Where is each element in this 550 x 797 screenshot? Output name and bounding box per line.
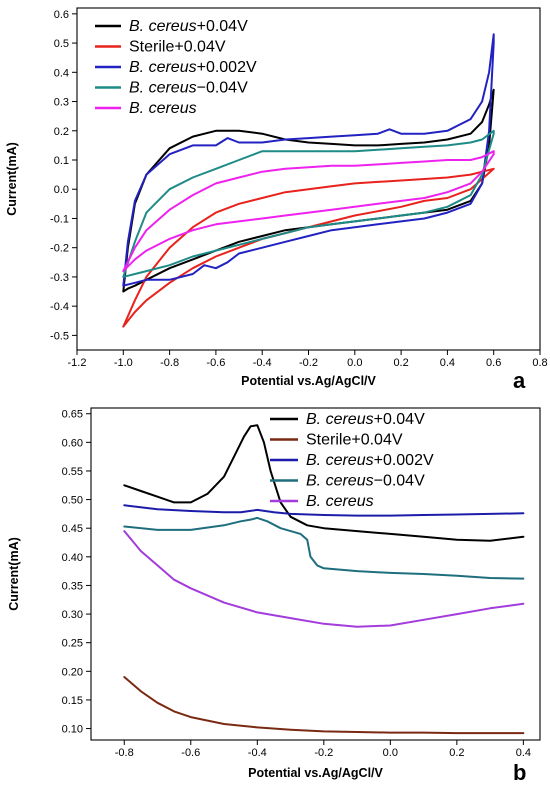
chart-panel-a: -1.2 -1.0 -0.8 -0.6 -0.4 -0.2 0.0 0.2 0.4 0.6 0.8 -… <box>5 7 548 393</box>
y-tick-label: 0.40 <box>62 552 83 564</box>
legend-entry: B. cereus+0.002V <box>306 452 434 469</box>
x-tick-label: 0.6 <box>486 357 501 369</box>
x-tick-label: -1.0 <box>114 357 133 369</box>
x-axis-label: Potential vs.Ag/AgCl/V <box>248 766 383 780</box>
y-tick-label: -0.2 <box>50 243 69 255</box>
y-tick-label: 0.1 <box>54 155 69 167</box>
y-tick-label: 0.15 <box>62 695 83 707</box>
y-tick-label: 0.20 <box>62 666 83 678</box>
x-tick-label: 0.0 <box>383 747 398 759</box>
y-tick-label: 0.65 <box>62 409 83 421</box>
y-tick-label: -0.1 <box>50 213 69 225</box>
x-tick-label: -0.6 <box>181 747 200 759</box>
x-axis-label: Potential vs.Ag/AgCl/V <box>241 374 376 388</box>
legend-entry: B. cereus−0.04V <box>306 473 425 490</box>
y-tick-label: 0.30 <box>62 609 83 621</box>
legend-entry: B. cereus+0.04V <box>306 411 425 428</box>
x-tick-label: 0.2 <box>449 747 464 759</box>
legend: B. cereus+0.04V Sterile+0.04V B. cereus+0.… <box>95 18 257 117</box>
x-tick-label: -0.4 <box>253 357 272 369</box>
series-line <box>122 129 495 278</box>
legend-entry: B. cereus−0.04V <box>129 80 248 97</box>
y-axis-label: Current(mA) <box>5 142 19 216</box>
y-tick-label: 0.45 <box>62 523 83 535</box>
x-tick-label: -0.4 <box>248 747 267 759</box>
y-tick-label: 0.5 <box>54 38 69 50</box>
y-tick-label: 0.10 <box>62 724 83 736</box>
x-tick-label: 0.0 <box>347 357 362 369</box>
series-line <box>123 676 525 735</box>
y-tick-label: -0.5 <box>50 330 69 342</box>
legend-entry: Sterile+0.04V <box>306 432 403 449</box>
x-tick-label: -0.2 <box>314 747 333 759</box>
y-tick-label: 0.2 <box>54 126 69 138</box>
y-tick-label: -0.3 <box>50 272 69 284</box>
plot-frame <box>90 407 541 741</box>
x-tick-label: 0.4 <box>516 747 531 759</box>
series-line <box>122 33 495 287</box>
series-line <box>122 167 495 328</box>
y-tick-label: 0.50 <box>62 495 83 507</box>
series-line <box>123 424 525 542</box>
x-tick-label: -1.2 <box>68 357 87 369</box>
y-tick-label: 0.3 <box>54 97 69 109</box>
series-line <box>123 516 525 580</box>
legend-entry: Sterile+0.04V <box>129 39 226 56</box>
y-tick-label: 0.25 <box>62 638 83 650</box>
series-line <box>123 504 525 517</box>
x-tick-label: 0.4 <box>440 357 455 369</box>
panel-letter: a <box>513 368 526 393</box>
legend-entry: B. cereus+0.04V <box>129 18 248 35</box>
series-line <box>123 530 525 628</box>
y-tick-label: 0.0 <box>54 184 69 196</box>
y-tick-label: 0.6 <box>54 9 69 21</box>
legend: B. cereus+0.04V Sterile+0.04V B. cereus+0.… <box>270 411 434 510</box>
panel-letter: b <box>513 760 526 785</box>
x-tick-label: 0.8 <box>532 357 547 369</box>
y-axis-label: Current(mA) <box>7 537 21 611</box>
x-tick-label: -0.8 <box>115 747 134 759</box>
series-line <box>122 150 495 273</box>
x-tick-label: -0.6 <box>206 357 225 369</box>
x-tick-label: -0.8 <box>160 357 179 369</box>
x-tick-label: -0.2 <box>299 357 318 369</box>
x-tick-label: 0.2 <box>393 357 408 369</box>
y-tick-label: 0.4 <box>54 67 69 79</box>
chart-panel-b: -0.8 -0.6 -0.4 -0.2 0.0 0.2 0.4 0.10 0.15 0.20 0.2… <box>7 407 541 785</box>
legend-entry: B. cereus <box>306 493 374 510</box>
y-tick-label: -0.4 <box>50 301 69 313</box>
legend-entry: B. cereus+0.002V <box>129 59 257 76</box>
y-tick-label: 0.60 <box>62 437 83 449</box>
series-line <box>122 88 495 293</box>
y-tick-label: 0.55 <box>62 466 83 478</box>
legend-entry: B. cereus <box>129 100 197 117</box>
y-tick-label: 0.35 <box>62 580 83 592</box>
